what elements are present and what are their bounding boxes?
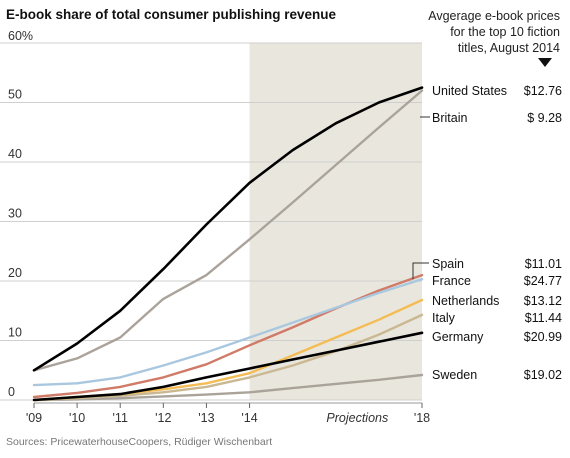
price-header-arrow-icon (538, 58, 552, 67)
price-germany: $20.99 (524, 330, 562, 344)
y-axis: 50 40 30 20 10 0 (8, 88, 22, 400)
y-tick-label: 50 (8, 88, 22, 102)
x-tick-label: '18 (414, 411, 430, 425)
series-line-sweden (32, 373, 424, 402)
series-label-germany: Germany (432, 330, 484, 344)
x-tick-label: '11 (113, 411, 128, 425)
price-united-states: $12.76 (524, 84, 562, 98)
series-label-france: France (432, 274, 471, 288)
x-tick-label: '13 (198, 411, 214, 425)
price-sweden: $19.02 (524, 368, 562, 382)
series-line-italy (32, 313, 424, 402)
series-label-sweden: Sweden (432, 368, 477, 382)
price-britain: $ 9.28 (527, 111, 562, 125)
series-line-united-states (32, 86, 424, 372)
series-label-italy: Italy (432, 311, 456, 325)
chart-title: E-book share of total consumer publishin… (6, 7, 337, 22)
source-note: Sources: PricewaterhouseCoopers, Rüdiger… (6, 436, 272, 448)
price-header: Avgerage e-book prices for the top 10 fi… (428, 9, 560, 67)
price-netherlands: $13.12 (524, 294, 562, 308)
x-tick-label: '12 (155, 411, 171, 425)
x-tick-label: '14 (241, 411, 257, 425)
series-labels: United States $12.76 Britain $ 9.28 Spain $11… (412, 84, 562, 382)
price-italy: $11.44 (525, 311, 562, 325)
price-header-line-3: titles, August 2014 (458, 41, 560, 55)
x-tick-label: '10 (69, 411, 85, 425)
price-spain: $11.01 (525, 257, 562, 271)
y-tick-label: 40 (8, 147, 22, 161)
series-line-germany (32, 331, 424, 402)
price-header-line-1: Avgerage e-book prices (428, 9, 560, 23)
series-label-united-states: United States (432, 84, 507, 98)
y-tick-label: 10 (8, 326, 22, 340)
series-label-spain: Spain (432, 257, 464, 271)
y-tick-label: 20 (8, 266, 22, 280)
spain-leader (412, 262, 429, 280)
series-label-netherlands: Netherlands (432, 294, 499, 308)
projections-label: Projections (326, 411, 388, 425)
series-line-spain (32, 278, 424, 387)
y-unit-label: 60% (8, 29, 33, 43)
price-header-line-2: for the top 10 fiction (450, 25, 560, 39)
x-axis: '09 '10 '11 '12 '13 '14 '18 (26, 402, 430, 425)
y-tick-label: 30 (8, 207, 22, 221)
x-tick-label: '09 (26, 411, 42, 425)
price-france: $24.77 (524, 274, 562, 288)
y-tick-label: 0 (8, 385, 15, 399)
series-label-britain: Britain (432, 111, 467, 125)
series-lines (32, 86, 424, 402)
series-line-britain (32, 89, 424, 372)
